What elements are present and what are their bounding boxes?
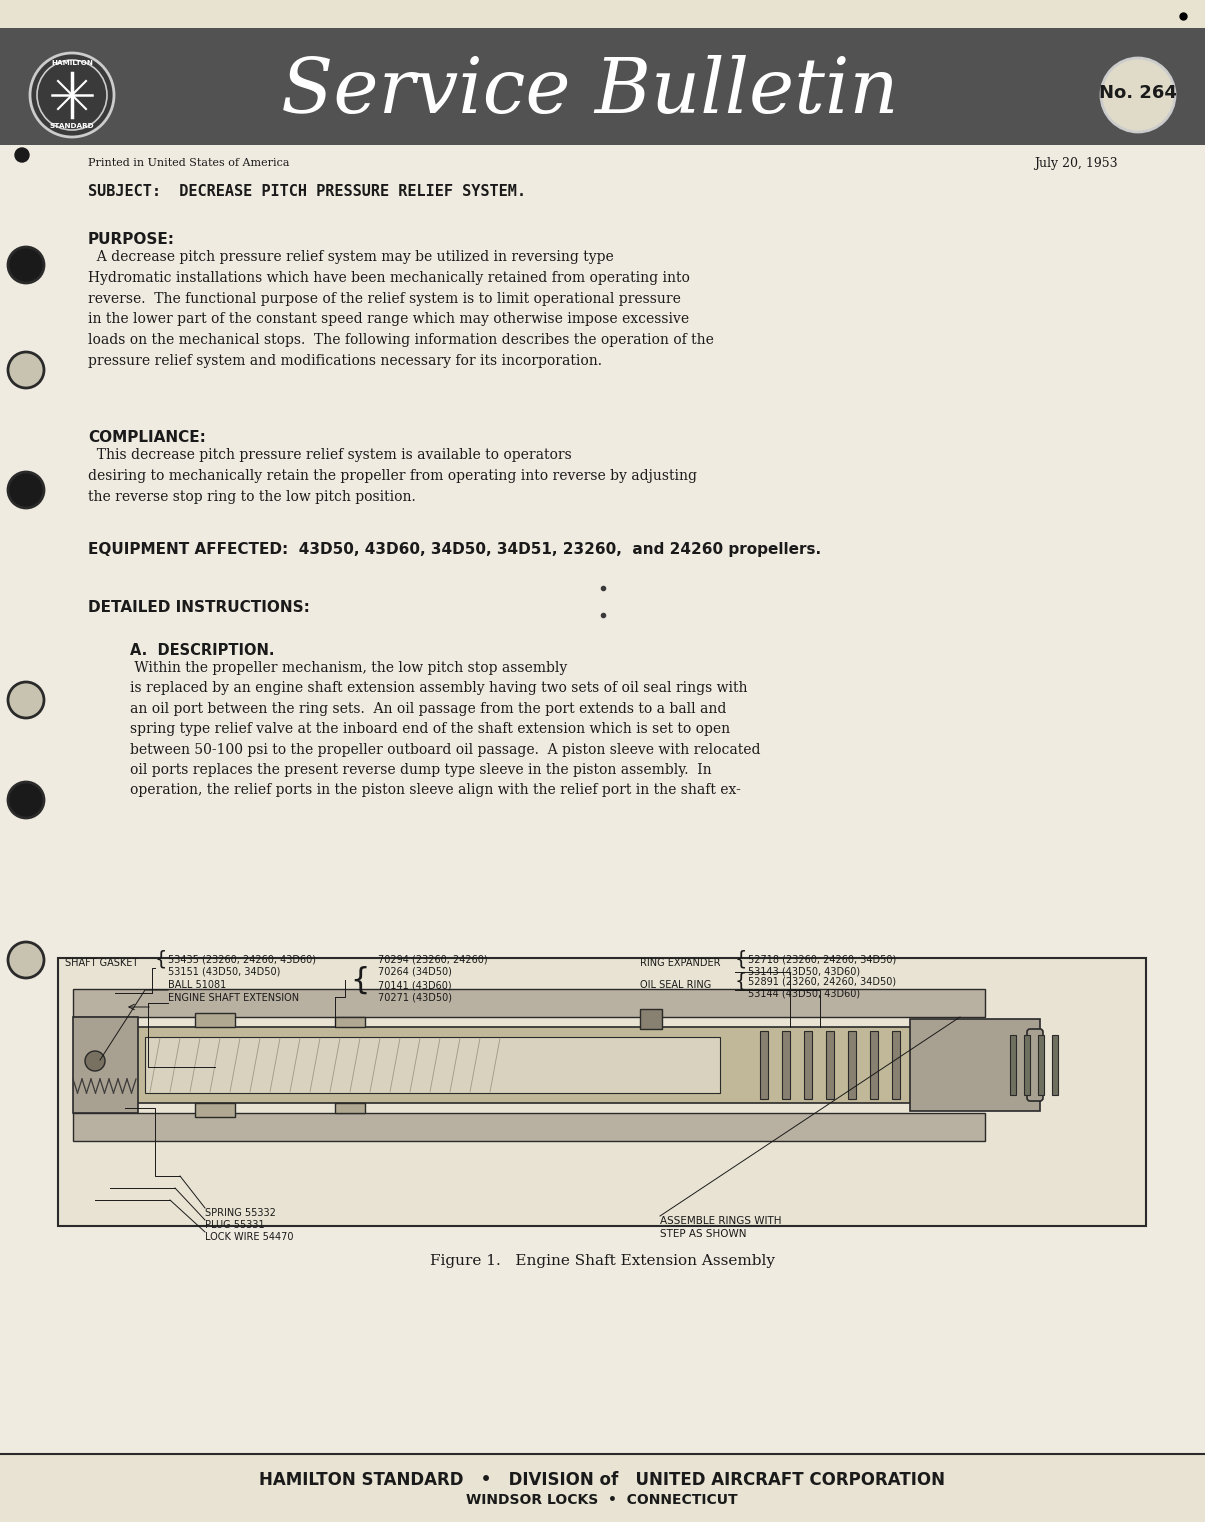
Circle shape: [1101, 58, 1175, 132]
Text: This decrease pitch pressure relief system is available to operators
desiring to: This decrease pitch pressure relief syst…: [88, 447, 696, 504]
Bar: [0, 27, 1205, 145]
Text: ENGINE SHAFT EXTENSION: ENGINE SHAFT EXTENSION: [167, 992, 299, 1003]
Circle shape: [8, 472, 45, 508]
Text: {: {: [155, 950, 167, 968]
Text: LOCK WIRE 54470: LOCK WIRE 54470: [205, 1231, 294, 1242]
Text: 52718 (23260, 24260, 34D50): 52718 (23260, 24260, 34D50): [748, 954, 897, 963]
Circle shape: [30, 53, 114, 137]
Bar: [0, 1454, 1205, 1522]
Text: 70271 (43D50): 70271 (43D50): [378, 992, 452, 1003]
Text: Within the propeller mechanism, the low pitch stop assembly
is replaced by an en: Within the propeller mechanism, the low …: [130, 661, 760, 798]
Text: 53143 (43D50, 43D60): 53143 (43D50, 43D60): [748, 966, 860, 977]
FancyBboxPatch shape: [1027, 1029, 1044, 1100]
Text: A.  DESCRIPTION.: A. DESCRIPTION.: [130, 642, 275, 658]
Bar: [335, 1103, 365, 1113]
Bar: [825, 1030, 834, 1099]
Bar: [135, 1027, 930, 1103]
Bar: [195, 1103, 235, 1117]
Text: HAMILTON: HAMILTON: [51, 59, 93, 65]
Bar: [195, 1014, 235, 1027]
Text: 70264 (34D50): 70264 (34D50): [378, 966, 452, 977]
Circle shape: [8, 782, 45, 817]
Bar: [848, 1030, 856, 1099]
Text: BALL 51081: BALL 51081: [167, 980, 227, 989]
Text: EQUIPMENT AFFECTED:  43D50, 43D60, 34D50, 34D51, 23260,  and 24260 propellers.: EQUIPMENT AFFECTED: 43D50, 43D60, 34D50,…: [88, 542, 821, 557]
Bar: [74, 1113, 984, 1142]
Circle shape: [8, 942, 45, 979]
Circle shape: [8, 682, 45, 718]
Text: RING EXPANDER: RING EXPANDER: [640, 957, 721, 968]
Text: Figure 1.   Engine Shaft Extension Assembly: Figure 1. Engine Shaft Extension Assembl…: [429, 1254, 775, 1268]
Text: PLUG 55331: PLUG 55331: [205, 1221, 265, 1230]
Bar: [74, 989, 984, 1017]
Text: 52891 (23260, 24260, 34D50): 52891 (23260, 24260, 34D50): [748, 976, 897, 986]
Bar: [145, 1036, 721, 1093]
Bar: [782, 1030, 790, 1099]
Text: COMPLIANCE:: COMPLIANCE:: [88, 431, 206, 444]
Bar: [335, 1017, 365, 1027]
Circle shape: [14, 148, 29, 161]
Text: Printed in United States of America: Printed in United States of America: [88, 158, 289, 167]
Bar: [1024, 1035, 1030, 1094]
Bar: [892, 1030, 900, 1099]
Bar: [640, 1009, 662, 1029]
Text: July 20, 1953: July 20, 1953: [1034, 157, 1118, 169]
Bar: [804, 1030, 812, 1099]
Text: {: {: [735, 950, 747, 968]
Bar: [0, 0, 1205, 27]
Text: A decrease pitch pressure relief system may be utilized in reversing type
Hydrom: A decrease pitch pressure relief system …: [88, 250, 713, 368]
Text: STANDARD: STANDARD: [49, 123, 94, 129]
Text: 70141 (43D60): 70141 (43D60): [378, 980, 452, 989]
Bar: [1010, 1035, 1016, 1094]
Text: DETAILED INSTRUCTIONS:: DETAILED INSTRUCTIONS:: [88, 600, 310, 615]
Bar: [1052, 1035, 1058, 1094]
Bar: [74, 1017, 139, 1113]
Bar: [1038, 1035, 1044, 1094]
Circle shape: [86, 1052, 105, 1071]
Text: ASSEMBLE RINGS WITH
STEP AS SHOWN: ASSEMBLE RINGS WITH STEP AS SHOWN: [660, 1216, 782, 1239]
Text: OIL SEAL RING: OIL SEAL RING: [640, 980, 711, 989]
Text: PURPOSE:: PURPOSE:: [88, 231, 175, 247]
Text: No. 264: No. 264: [1099, 84, 1177, 102]
Text: SPRING 55332: SPRING 55332: [205, 1208, 276, 1218]
Text: SHAFT GASKET: SHAFT GASKET: [65, 957, 139, 968]
Bar: [910, 1020, 1040, 1111]
Circle shape: [8, 352, 45, 388]
Circle shape: [8, 247, 45, 283]
Text: 70294 (23260, 24260): 70294 (23260, 24260): [378, 954, 488, 963]
Text: 53144 (43D50, 43D60): 53144 (43D50, 43D60): [748, 989, 860, 998]
Bar: [870, 1030, 878, 1099]
Text: 53435 (23260, 24260, 43D60): 53435 (23260, 24260, 43D60): [167, 954, 316, 963]
Text: {: {: [351, 965, 370, 994]
Bar: [58, 957, 1146, 1227]
Bar: [760, 1030, 768, 1099]
Text: WINDSOR LOCKS  •  CONNECTICUT: WINDSOR LOCKS • CONNECTICUT: [466, 1493, 737, 1507]
Text: SUBJECT:  DECREASE PITCH PRESSURE RELIEF SYSTEM.: SUBJECT: DECREASE PITCH PRESSURE RELIEF …: [88, 184, 527, 199]
Text: HAMILTON STANDARD   •   DIVISION of   UNITED AIRCRAFT CORPORATION: HAMILTON STANDARD • DIVISION of UNITED A…: [259, 1470, 945, 1489]
Text: 53151 (43D50, 34D50): 53151 (43D50, 34D50): [167, 966, 281, 977]
Text: Service Bulletin: Service Bulletin: [281, 55, 899, 129]
Text: {: {: [735, 971, 747, 989]
